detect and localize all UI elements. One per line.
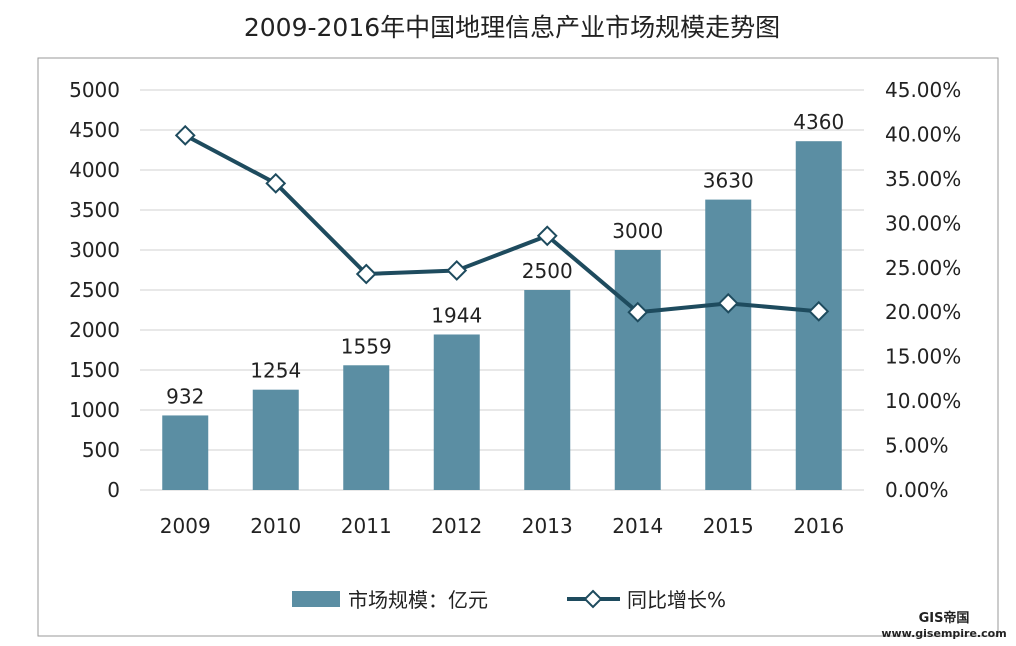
y-right-tick-label: 10.00% [885, 389, 961, 413]
x-tick-label: 2009 [160, 514, 211, 538]
bar-data-label: 3000 [612, 219, 663, 243]
gridlines [140, 89, 864, 491]
y-left-tick-labels: 0 500 1000 1500 2000 2500 3000 3500 4000 4500 5000 [69, 78, 120, 502]
bar [614, 250, 661, 490]
y-right-tick-label: 35.00% [885, 167, 961, 191]
y-right-tick-label: 20.00% [885, 300, 961, 324]
y-left-tick-label: 4500 [69, 118, 120, 142]
y-left-tick-label: 2500 [69, 278, 120, 302]
legend-marker-diamond [583, 589, 603, 609]
y-right-tick-label: 15.00% [885, 345, 961, 369]
bar-data-label: 932 [166, 384, 204, 408]
line-point [717, 292, 739, 314]
y-left-tick-label: 3000 [69, 238, 120, 262]
y-right-tick-label: 40.00% [885, 122, 961, 146]
bar-series [162, 141, 842, 490]
y-left-tick-label: 1500 [69, 358, 120, 382]
line-point [174, 124, 196, 146]
bar-data-label: 1254 [250, 359, 301, 383]
bar-data-label: 1559 [341, 334, 392, 358]
legend: 市场规模：亿元 同比增长% [292, 588, 726, 612]
y-left-tick-label: 2000 [69, 318, 120, 342]
x-tick-label: 2012 [431, 514, 482, 538]
x-tick-label: 2015 [703, 514, 754, 538]
bar [343, 365, 390, 490]
y-right-tick-label: 30.00% [885, 211, 961, 235]
watermark-brand: GIS帝国 [919, 610, 970, 626]
bar-data-label: 3630 [703, 169, 754, 193]
chart-title: 2009-2016年中国地理信息产业市场规模走势图 [244, 13, 780, 42]
line-point [446, 260, 468, 281]
line-point [627, 301, 649, 323]
y-left-tick-label: 0 [107, 478, 120, 502]
line-point [355, 263, 377, 285]
line-point [536, 225, 558, 247]
y-right-tick-label: 25.00% [885, 256, 961, 280]
y-left-tick-label: 5000 [69, 78, 120, 102]
y-left-tick-label: 500 [82, 438, 120, 462]
y-right-tick-label: 45.00% [885, 78, 961, 102]
y-left-tick-label: 3500 [69, 198, 120, 222]
x-tick-labels: 2009 2010 2011 2012 2013 2014 2015 2016 [160, 514, 844, 538]
bar [433, 334, 480, 490]
line-point [808, 300, 830, 322]
legend-label-bar: 市场规模：亿元 [348, 588, 488, 612]
bar-data-labels: 932 1254 1559 1944 2500 3000 3630 4360 [166, 110, 844, 408]
bar-data-label: 2500 [522, 259, 573, 283]
x-tick-label: 2011 [341, 514, 392, 538]
watermark: GIS帝国 www.gisempire.com [881, 610, 1006, 640]
watermark-url: www.gisempire.com [881, 627, 1006, 640]
x-tick-label: 2014 [612, 514, 663, 538]
x-tick-label: 2016 [793, 514, 844, 538]
legend-swatch-bar [292, 591, 340, 607]
chart-frame [37, 57, 999, 637]
y-left-tick-label: 1000 [69, 398, 120, 422]
x-tick-label: 2013 [522, 514, 573, 538]
bar [705, 199, 752, 490]
legend-label-line: 同比增长% [627, 588, 726, 612]
line-path [184, 133, 819, 315]
bar-data-label: 1944 [431, 303, 482, 327]
y-right-tick-label: 5.00% [885, 434, 949, 458]
line-series [174, 124, 830, 323]
line-point [265, 172, 287, 194]
y-left-tick-label: 4000 [69, 158, 120, 182]
x-tick-label: 2010 [250, 514, 301, 538]
y-right-tick-label: 0.00% [885, 478, 949, 502]
bar [524, 290, 571, 490]
y-right-tick-labels: 0.00% 5.00% 10.00% 15.00% 20.00% 25.00% 30.00%… [885, 78, 961, 502]
bar [162, 415, 209, 490]
bar [252, 389, 299, 490]
bar-data-label: 4360 [793, 110, 844, 134]
